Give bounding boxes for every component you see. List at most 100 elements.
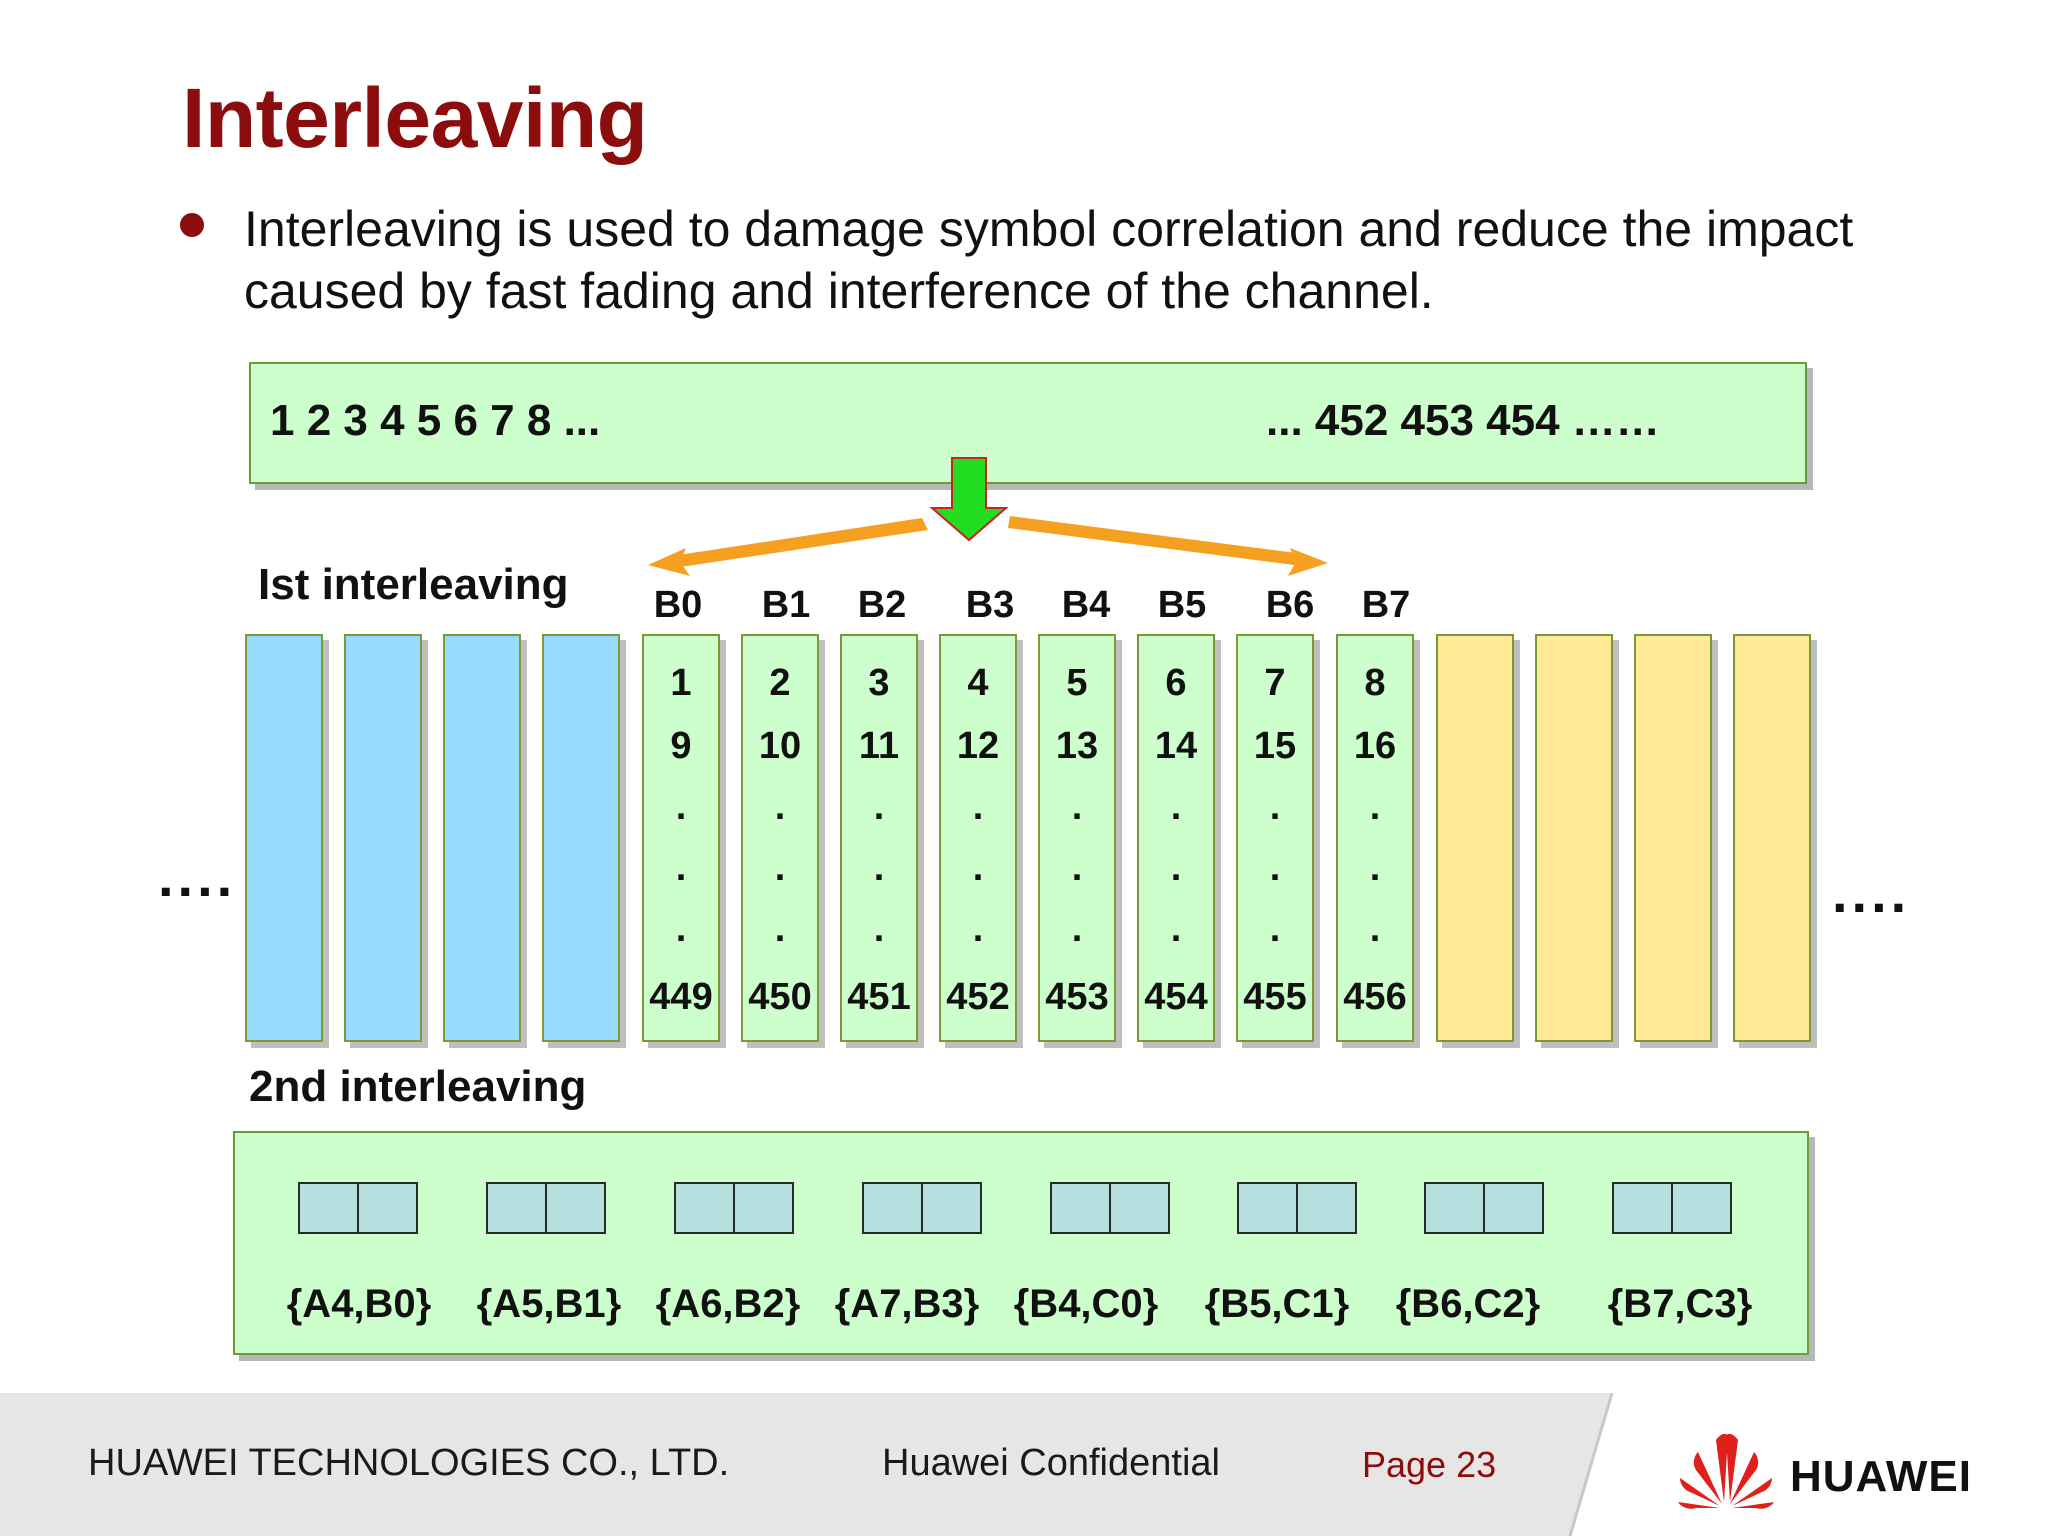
slide-title: Interleaving: [182, 71, 648, 165]
column-value: 15: [1253, 725, 1297, 767]
right-ellipsis: ....: [1832, 861, 1911, 924]
block-label: B4: [1061, 584, 1111, 626]
column-value: 13: [1055, 725, 1099, 767]
huawei-logo-icon: [1678, 1433, 1774, 1509]
column-value: 449: [649, 976, 713, 1018]
block-label: B2: [857, 584, 907, 626]
block-column-b5: 6 14 . . . 454: [1137, 634, 1215, 1042]
column-dot: .: [1269, 908, 1281, 950]
burst-pair: [486, 1182, 606, 1234]
block-label: B7: [1361, 584, 1411, 626]
column-value: 12: [956, 725, 1000, 767]
burst-pair-label: {B7,C3}: [1607, 1282, 1753, 1326]
column-dot: .: [1369, 908, 1381, 950]
column-value: 5: [1066, 662, 1088, 704]
column-dot: .: [1170, 786, 1182, 828]
page-number: Page 23: [1362, 1444, 1497, 1485]
huawei-wordmark: HUAWEI: [1790, 1452, 1972, 1501]
burst-pair: [1424, 1182, 1544, 1234]
column-value: 451: [847, 976, 911, 1018]
column-value: 2: [769, 662, 791, 704]
right-arrow-icon: [1008, 516, 1328, 576]
burst-pair: [862, 1182, 982, 1234]
burst-pair: [298, 1182, 418, 1234]
block-column-b2: 3 11 . . . 451: [840, 634, 918, 1042]
column-dot: .: [675, 847, 687, 889]
bullet-text: Interleaving is used to damage symbol co…: [244, 201, 1854, 319]
column-value: 454: [1144, 976, 1208, 1018]
column-dot: .: [1269, 847, 1281, 889]
column-value: 7: [1264, 662, 1286, 704]
column-value: 3: [868, 662, 890, 704]
block-column-b1: 2 10 . . . 450: [741, 634, 819, 1042]
column-dot: .: [675, 908, 687, 950]
column-dot: .: [972, 786, 984, 828]
footer-white-panel: [1568, 1393, 2048, 1536]
column-value: 6: [1165, 662, 1187, 704]
next-block-column: [1535, 634, 1613, 1042]
column-dot: .: [873, 786, 885, 828]
burst-pair-box: [233, 1131, 1809, 1355]
column-value: 9: [670, 725, 692, 767]
left-ellipsis: ....: [158, 845, 237, 908]
burst-pair: [674, 1182, 794, 1234]
burst-pair-label: {A4,B0}: [286, 1282, 432, 1326]
second-interleaving-label: 2nd interleaving: [249, 1062, 587, 1111]
column-value: 450: [748, 976, 812, 1018]
column-dot: .: [1071, 847, 1083, 889]
previous-block-column: [542, 634, 620, 1042]
column-dot: .: [774, 847, 786, 889]
block-column-b0: 1 9 . . . 449: [642, 634, 720, 1042]
burst-pair: [1612, 1182, 1732, 1234]
column-value: 16: [1353, 725, 1397, 767]
left-arrow-icon: [648, 518, 928, 576]
block-column-b7: 8 16 . . . 456: [1336, 634, 1414, 1042]
bullet-dot: [180, 213, 204, 237]
column-dot: .: [1170, 847, 1182, 889]
block-column-b4: 5 13 . . . 453: [1038, 634, 1116, 1042]
symbol-sequence-box: [249, 362, 1807, 484]
column-value: 452: [946, 976, 1010, 1018]
column-dot: .: [873, 847, 885, 889]
block-column-b6: 7 15 . . . 455: [1236, 634, 1314, 1042]
column-dot: .: [1071, 908, 1083, 950]
column-dot: .: [1170, 908, 1182, 950]
column-dot: .: [675, 786, 687, 828]
block-label: B1: [761, 584, 811, 626]
column-value: 11: [858, 725, 900, 767]
next-block-column: [1634, 634, 1712, 1042]
column-value: 455: [1243, 976, 1307, 1018]
down-arrow-icon: [929, 457, 1009, 542]
column-dot: .: [972, 847, 984, 889]
previous-block-column: [245, 634, 323, 1042]
column-dot: .: [1269, 786, 1281, 828]
column-dot: .: [774, 908, 786, 950]
column-dot: .: [1071, 786, 1083, 828]
distribution-arrows: [648, 457, 1328, 576]
column-dot: .: [873, 908, 885, 950]
previous-block-column: [344, 634, 422, 1042]
next-block-column: [1733, 634, 1811, 1042]
burst-pair: [1050, 1182, 1170, 1234]
burst-pair-label: {B4,C0}: [1013, 1282, 1159, 1326]
block-label: B6: [1265, 584, 1315, 626]
burst-pair-label: {B6,C2}: [1395, 1282, 1541, 1326]
column-value: 456: [1343, 976, 1407, 1018]
footer-company: HUAWEI TECHNOLOGIES CO., LTD.: [88, 1442, 730, 1484]
footer-confidential: Huawei Confidential: [882, 1442, 1220, 1484]
burst-pair-label: {A7,B3}: [834, 1282, 980, 1326]
column-dot: .: [1369, 786, 1381, 828]
next-block-column: [1436, 634, 1514, 1042]
first-interleaving-label: Ist interleaving: [258, 560, 569, 609]
block-label: B0: [653, 584, 703, 626]
column-value: 8: [1364, 662, 1386, 704]
burst-pair-label: {A6,B2}: [655, 1282, 801, 1326]
block-label: B5: [1157, 584, 1207, 626]
column-value: 10: [758, 725, 802, 767]
column-value: 14: [1154, 725, 1198, 767]
burst-pair-label: {A5,B1}: [476, 1282, 622, 1326]
column-dot: .: [1369, 847, 1381, 889]
column-dot: .: [774, 786, 786, 828]
previous-block-column: [443, 634, 521, 1042]
column-value: 4: [967, 662, 989, 704]
